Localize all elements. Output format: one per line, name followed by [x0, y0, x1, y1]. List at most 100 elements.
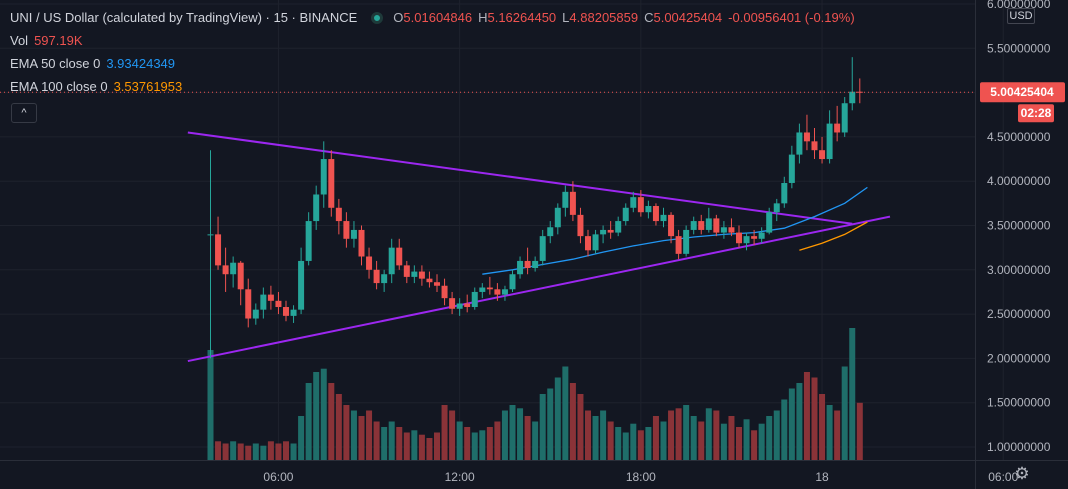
candle [471, 287, 478, 310]
y-tick-label: 4.50000000 [987, 130, 1051, 144]
candle-body [328, 159, 335, 208]
candle-body [252, 309, 259, 319]
candle [230, 256, 237, 288]
volume-bar [645, 427, 652, 460]
ema100-legend-row[interactable]: EMA 100 close 0 3.53761953 [10, 75, 861, 98]
candle-body [675, 236, 682, 254]
volume-bar [456, 421, 463, 460]
candle-body [690, 221, 697, 230]
volume-bar [260, 445, 267, 460]
candle [675, 229, 682, 260]
volume-bar [743, 419, 750, 460]
candle [517, 256, 524, 279]
volume-bar [554, 377, 561, 460]
x-tick-label: 06:00 [988, 470, 1018, 484]
vol-value: 597.19K [34, 33, 83, 48]
volume-bar [751, 430, 758, 460]
candle [841, 97, 848, 137]
candle [350, 221, 357, 248]
volume-bar [736, 427, 742, 460]
candle [411, 265, 418, 284]
volume-bar [562, 366, 569, 460]
candle [539, 229, 546, 266]
candle [856, 78, 863, 104]
volume-bar [222, 443, 229, 460]
volume-bar [720, 423, 727, 460]
market-status-icon [371, 11, 384, 24]
volume-bar [283, 441, 289, 460]
volume-bar [856, 402, 863, 460]
volume-bar [585, 410, 591, 460]
candle [328, 150, 335, 217]
candle-body [668, 214, 675, 237]
x-tick-label: 06:00 [263, 470, 293, 484]
ema100-label: EMA 100 close 0 [10, 79, 108, 94]
candle [494, 283, 501, 301]
candle-body [532, 260, 539, 269]
vol-legend-row[interactable]: Vol 597.19K [10, 29, 861, 52]
candle [267, 285, 274, 310]
candle-body [751, 236, 758, 239]
candle [569, 181, 576, 222]
candle-body [350, 229, 357, 239]
candle-body [215, 234, 222, 266]
high-value: 5.16264450 [487, 10, 557, 25]
candle-body [441, 285, 448, 299]
candle-body [766, 212, 773, 233]
candle-body [275, 300, 282, 308]
candle [690, 216, 697, 235]
candle-body [849, 91, 856, 104]
candle [252, 303, 259, 325]
candle [698, 214, 705, 235]
candle-body [720, 227, 727, 233]
candle-body [366, 256, 373, 270]
candle-body [305, 221, 312, 261]
candle-body [607, 229, 614, 233]
volume-bar [207, 350, 214, 460]
y-tick-label: 5.50000000 [987, 41, 1051, 55]
candle [298, 247, 305, 315]
volume-bar [215, 441, 222, 460]
candle-body [637, 197, 644, 213]
candle [237, 260, 244, 306]
candle [313, 185, 320, 230]
volume-bar [449, 410, 456, 460]
y-tick-label: 3.50000000 [987, 219, 1051, 233]
volume-bar [290, 443, 297, 460]
low-value: 4.88205859 [569, 10, 639, 25]
candle [660, 207, 667, 228]
volume-bar [660, 421, 667, 460]
volume-bar [539, 394, 546, 460]
collapse-legend-button[interactable]: ^ [11, 103, 37, 123]
candle [335, 198, 342, 235]
ema50-legend-row[interactable]: EMA 50 close 0 3.93424349 [10, 52, 861, 75]
volume-bar [494, 421, 501, 460]
y-tick-label: 1.50000000 [987, 396, 1051, 410]
candle-body [615, 221, 622, 233]
candle-body [577, 214, 584, 237]
candle-body [811, 141, 818, 151]
candle [781, 176, 788, 208]
candle-body [298, 260, 305, 310]
candle-body [569, 191, 576, 215]
candle-body [396, 247, 403, 266]
symbol-title[interactable]: UNI / US Dollar (calculated by TradingVi… [10, 10, 358, 25]
candle [554, 203, 561, 235]
volume-bar [252, 443, 259, 460]
candle-body [773, 203, 780, 213]
currency-badge[interactable]: USD [1007, 8, 1035, 24]
volume-bar [622, 432, 629, 460]
candle-body [652, 206, 659, 222]
candle [426, 271, 433, 288]
volume-bar [418, 434, 425, 460]
gear-icon[interactable]: ⚙ [1014, 464, 1030, 483]
candle [381, 269, 388, 292]
vol-label: Vol [10, 33, 29, 48]
volume-bar [275, 443, 282, 460]
volume-bars [207, 328, 863, 460]
open-value: 5.01604846 [403, 10, 473, 25]
candle-body [471, 291, 478, 308]
candle [834, 105, 841, 142]
candle [728, 218, 735, 237]
